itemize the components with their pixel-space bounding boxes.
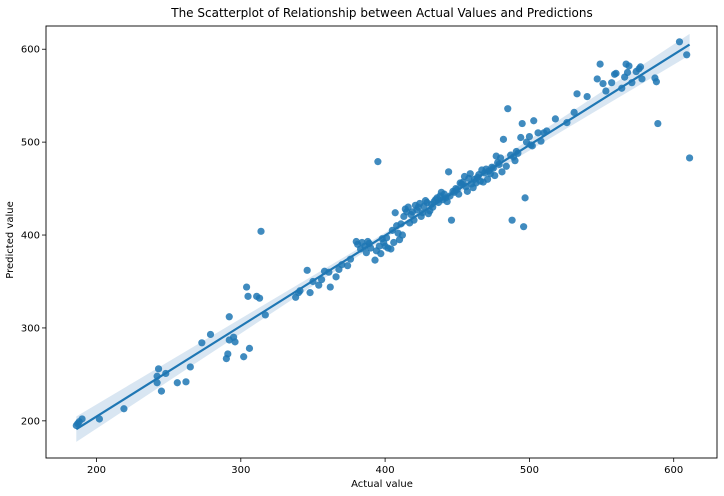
data-point (374, 158, 382, 166)
data-point (387, 245, 395, 253)
y-tick-label: 200 (21, 416, 40, 427)
data-point (315, 281, 323, 289)
data-point (517, 133, 525, 142)
data-point (483, 175, 492, 183)
data-point (525, 132, 534, 141)
data-point (508, 216, 516, 224)
y-tick-label: 500 (21, 138, 40, 149)
data-point (498, 168, 506, 176)
chart-title: The Scatterplot of Relationship between … (170, 6, 593, 20)
regression-line (75, 43, 691, 431)
data-point (551, 115, 559, 123)
data-point (404, 203, 412, 211)
data-point (675, 38, 684, 46)
data-point (499, 135, 508, 143)
data-point (654, 119, 662, 128)
x-tick-label: 500 (520, 465, 539, 476)
data-point (623, 68, 632, 77)
data-point (447, 216, 456, 224)
data-point (463, 187, 471, 195)
data-point (466, 170, 474, 178)
data-point (612, 69, 620, 77)
data-point (636, 63, 645, 71)
data-point (652, 78, 660, 86)
data-point (398, 231, 407, 239)
data-point (511, 157, 519, 165)
data-point (602, 87, 610, 95)
data-point (504, 105, 512, 113)
data-point (496, 154, 505, 162)
data-point (371, 256, 379, 264)
data-point (445, 168, 453, 176)
data-point (521, 194, 529, 202)
data-point (443, 197, 451, 206)
data-point (120, 405, 128, 413)
x-tick-label: 400 (376, 465, 395, 476)
data-point (306, 289, 314, 297)
y-tick-label: 300 (21, 323, 40, 334)
data-point (570, 108, 578, 116)
data-point (583, 93, 591, 101)
data-point (596, 60, 604, 68)
x-tick-label: 300 (231, 465, 250, 476)
data-point (530, 117, 538, 125)
data-point (683, 51, 691, 59)
plot-area: 200 300 400 500 600 200 300 400 500 600 (21, 25, 718, 476)
data-point (332, 273, 340, 281)
data-point (318, 276, 326, 284)
data-point (78, 415, 86, 423)
data-point (182, 378, 190, 386)
data-point (573, 90, 581, 98)
data-point (377, 250, 385, 258)
data-point (343, 262, 352, 270)
data-point (198, 339, 206, 347)
data-point (685, 154, 694, 162)
data-point (638, 75, 646, 83)
data-point (242, 283, 251, 291)
y-tick-label: 600 (21, 45, 40, 56)
data-point (502, 162, 510, 170)
data-point (534, 129, 542, 137)
x-axis-title: Actual value (351, 479, 413, 490)
data-point (157, 387, 166, 395)
y-tick-label: 400 (21, 231, 40, 242)
data-point (261, 311, 269, 319)
data-point (326, 283, 334, 291)
data-point (255, 294, 264, 302)
data-point (303, 266, 311, 274)
data-point (153, 379, 161, 387)
data-point (186, 363, 194, 371)
x-tick-label: 200 (87, 465, 106, 476)
data-point (95, 415, 103, 423)
y-axis-title: Predicted value (5, 201, 16, 278)
data-point (608, 79, 616, 87)
data-point (231, 338, 239, 346)
data-point (154, 365, 163, 373)
data-point (491, 171, 499, 180)
data-point (245, 344, 254, 352)
data-point (593, 75, 601, 83)
x-tick-label: 600 (664, 465, 683, 476)
data-point (244, 292, 252, 300)
data-point (173, 379, 181, 387)
axes-frame (45, 25, 718, 459)
data-point (520, 223, 528, 231)
data-point (362, 249, 370, 257)
data-point (599, 80, 607, 88)
data-point (391, 209, 399, 217)
data-point (224, 350, 232, 358)
data-point (455, 190, 463, 198)
data-point (257, 227, 265, 235)
data-point (518, 119, 526, 128)
data-point (206, 330, 215, 339)
data-point (625, 62, 633, 70)
data-point (240, 353, 248, 361)
data-point (225, 313, 233, 321)
data-point (390, 238, 398, 247)
